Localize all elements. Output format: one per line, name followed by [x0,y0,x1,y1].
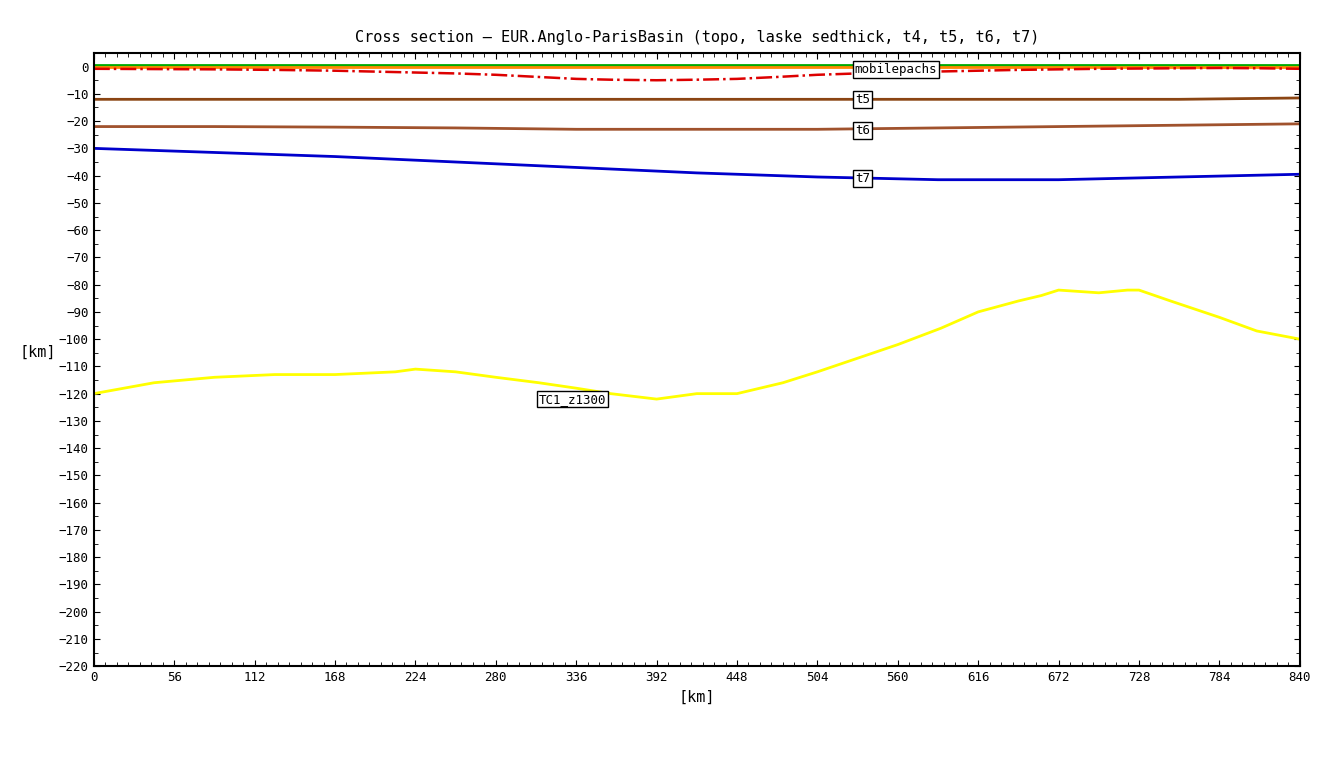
Text: t7: t7 [855,172,870,185]
Y-axis label: [km]: [km] [20,344,56,360]
Text: TC1_z1300: TC1_z1300 [539,393,607,406]
Title: Cross section – EUR.Anglo-ParisBasin (topo, laske sedthick, t4, t5, t6, t7): Cross section – EUR.Anglo-ParisBasin (to… [355,30,1038,45]
Text: t5: t5 [855,93,870,106]
Text: t6: t6 [855,124,870,137]
Text: mobilepachs: mobilepachs [855,63,937,76]
X-axis label: [km]: [km] [678,690,716,705]
